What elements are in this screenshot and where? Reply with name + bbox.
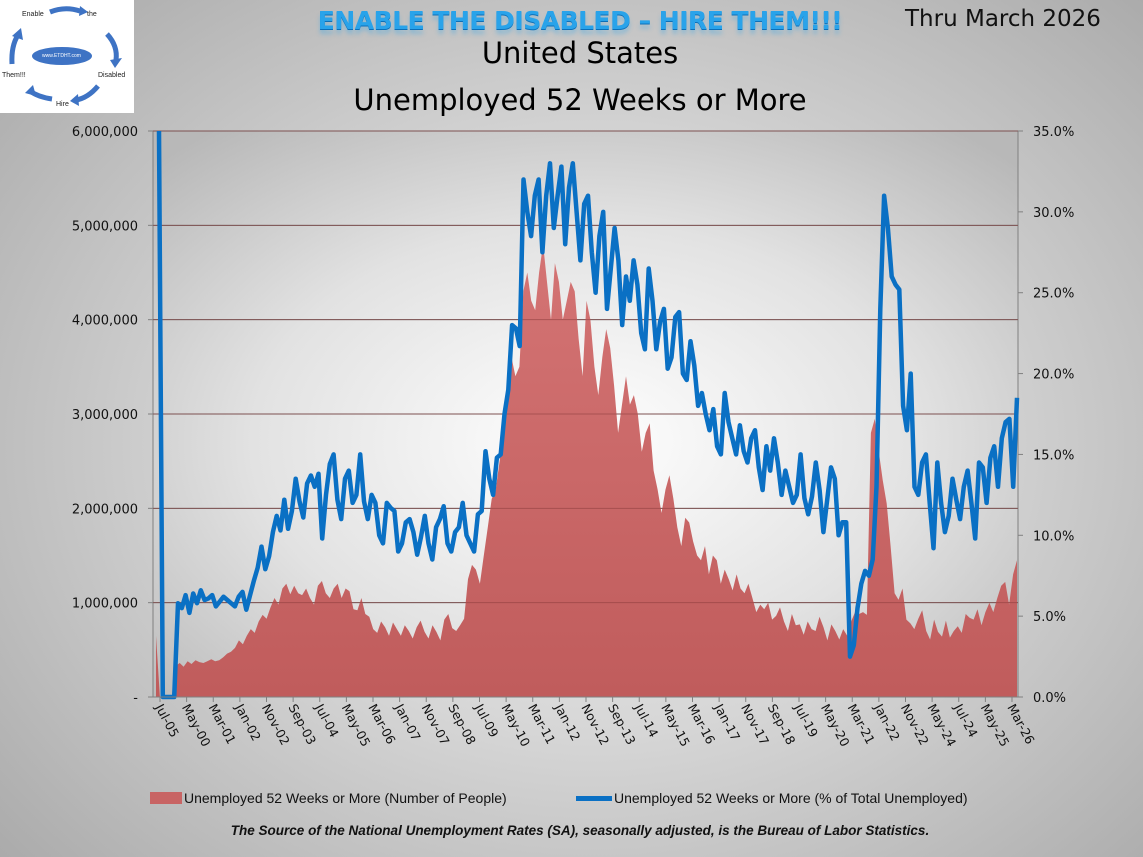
logo-word: the: [87, 11, 97, 18]
chart-title-line1: United States: [481, 36, 679, 70]
y-right-tick-label: 25.0%: [1033, 287, 1074, 302]
y-right-tick-label: 10.0%: [1033, 529, 1074, 544]
logo-cycle-graphic: [9, 6, 122, 106]
y-left-tick-label: -: [133, 691, 138, 706]
y-left-tick-label: 1,000,000: [72, 597, 138, 612]
y-axis-left: - 1,000,000 2,000,000 3,000,000 4,000,000 5,0…: [72, 125, 154, 706]
y-right-tick-label: 20.0%: [1033, 368, 1074, 383]
logo-url: www.ETDHT.com: [42, 53, 81, 59]
legend-label: Unemployed 52 Weeks or More (Number of P…: [184, 790, 507, 806]
y-right-tick-label: 0.0%: [1033, 691, 1066, 706]
legend-swatch-line: [576, 795, 612, 801]
x-axis: Jul-05May-00Mar-01Jan-02Nov-02Sep-03Jul-…: [152, 696, 1038, 749]
logo-arrow-head-icon: [25, 85, 36, 96]
logo-word: Enable: [22, 11, 44, 18]
y-right-tick-label: 35.0%: [1033, 125, 1074, 140]
legend-item-percent: Unemployed 52 Weeks or More (% of Total …: [576, 790, 968, 806]
y-right-tick-label: 5.0%: [1033, 610, 1066, 625]
banner-slogan: ENABLE THE DISABLED – HIRE THEM!!!: [317, 6, 843, 35]
logo-arrow-head-icon: [110, 58, 122, 68]
y-left-tick-label: 3,000,000: [72, 408, 138, 423]
logo-word: Them!!!: [2, 72, 26, 79]
y-left-tick-label: 5,000,000: [72, 219, 138, 234]
y-left-tick-label: 6,000,000: [72, 125, 138, 140]
legend-label: Unemployed 52 Weeks or More (% of Total …: [614, 790, 968, 806]
y-right-tick-label: 30.0%: [1033, 206, 1074, 221]
legend-item-number-of-people: Unemployed 52 Weeks or More (Number of P…: [150, 790, 507, 806]
logo-arrow-head-icon: [79, 6, 88, 16]
logo-arrow-icon: [105, 32, 119, 61]
legend-swatch-area: [150, 792, 182, 804]
logo-word: Hire: [56, 101, 69, 108]
series-area-number-of-people: [156, 244, 1017, 697]
period-label: Thru March 2026: [905, 6, 1101, 32]
y-axis-right: 0.0% 5.0% 10.0% 15.0% 20.0% 25.0% 30.0% 35.0%: [1017, 125, 1074, 706]
y-left-tick-label: 4,000,000: [72, 314, 138, 329]
chart: - 1,000,000 2,000,000 3,000,000 4,000,000 5,0…: [72, 125, 1074, 749]
source-note: The Source of the National Unemployment …: [230, 823, 930, 838]
y-left-tick-label: 2,000,000: [72, 502, 138, 517]
gridlines-over-area: [153, 130, 1018, 604]
logo-arrow-icon: [49, 6, 81, 15]
logo-word: Disabled: [98, 72, 126, 79]
logo: Enable the Disabled Hire Them!!! www.ETD…: [0, 0, 134, 113]
logo-center-ellipse: [32, 47, 92, 65]
series-line-percent-of-total: [156, 130, 1020, 700]
x-tick-label: Jul-05: [152, 700, 182, 739]
chart-title-line2: Unemployed 52 Weeks or More: [353, 83, 807, 117]
y-right-tick-label: 15.0%: [1033, 448, 1074, 463]
logo-arrow-head-icon: [12, 28, 23, 40]
logo-arrow-head-icon: [70, 94, 79, 106]
legend: Unemployed 52 Weeks or More (Number of P…: [150, 790, 1020, 808]
